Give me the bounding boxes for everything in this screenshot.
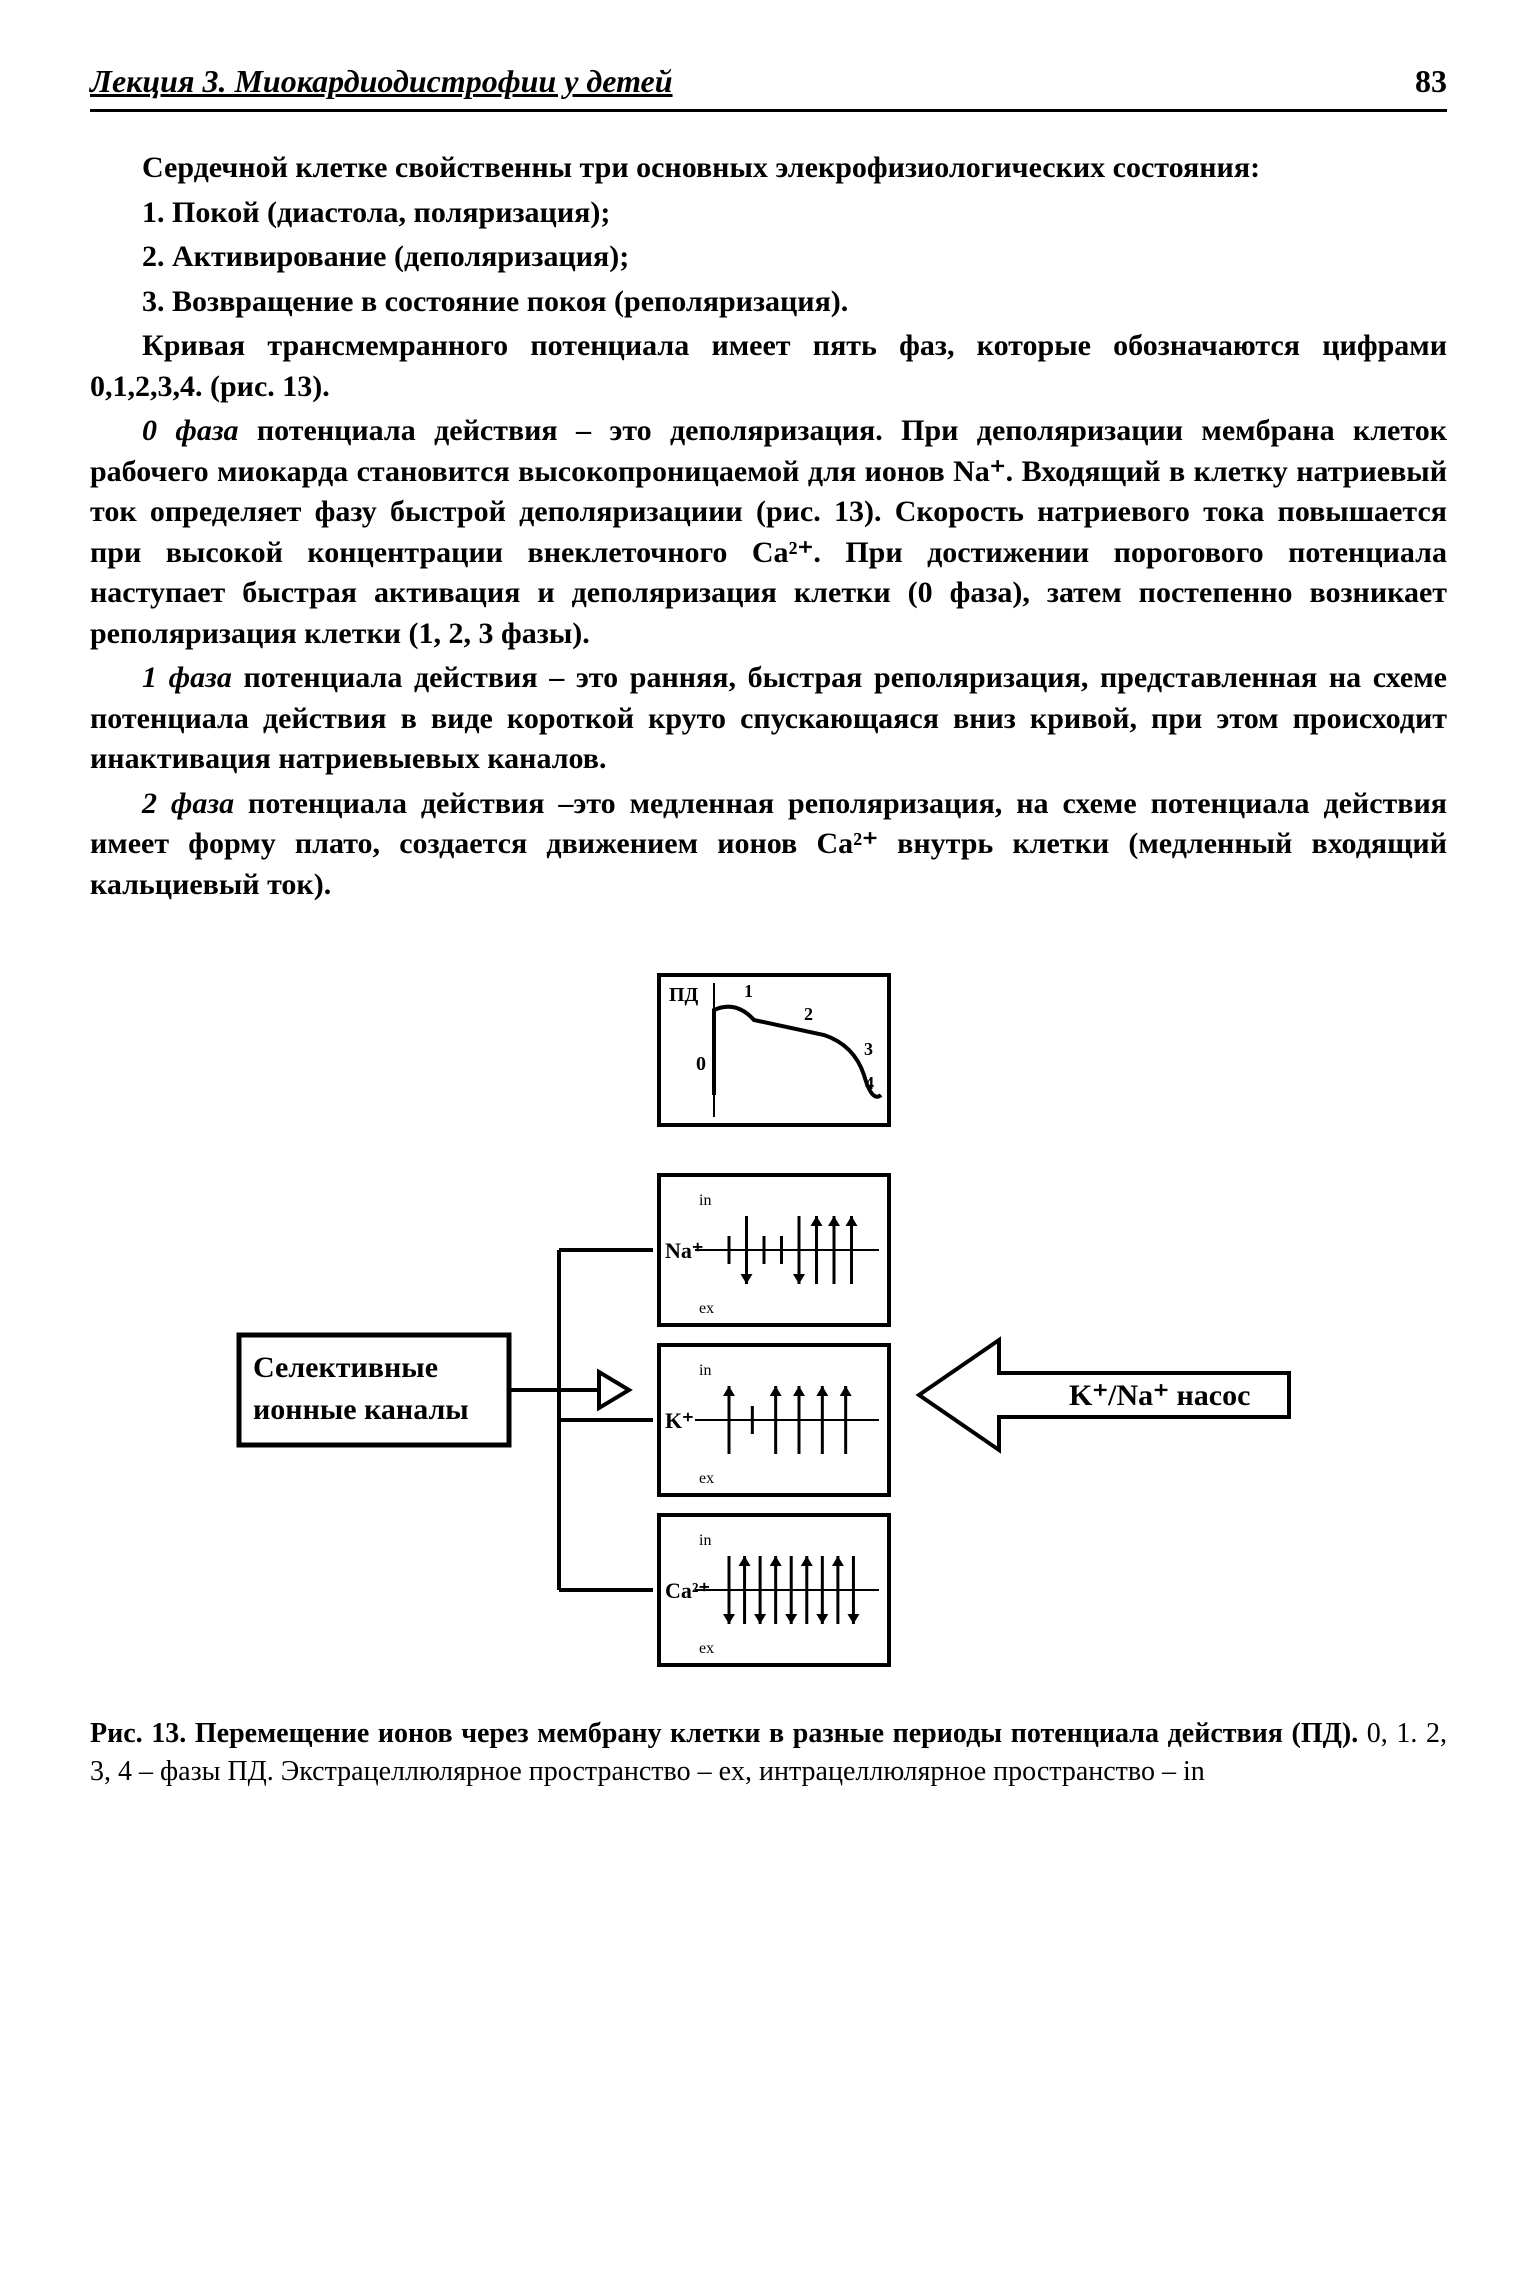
phase2-rest: потенциала действия –это медленная репол…	[90, 787, 1447, 901]
svg-text:ex: ex	[699, 1300, 714, 1317]
figure-13: Селективные ионные каналы K⁺/Na⁺ насос ПД 0 1…	[90, 955, 1447, 1675]
phase0-paragraph: 0 фаза потенциала действия – это деполяр…	[90, 411, 1447, 654]
phase1-paragraph: 1 фаза потенциала действия – это ранняя,…	[90, 658, 1447, 780]
svg-text:K⁺: K⁺	[665, 1408, 694, 1433]
svg-text:1: 1	[744, 981, 753, 1001]
phase0-lead: 0 фаза	[142, 414, 239, 447]
svg-text:in: in	[699, 1192, 711, 1209]
svg-text:2: 2	[804, 1004, 813, 1024]
svg-text:ex: ex	[699, 1470, 714, 1487]
svg-text:4: 4	[865, 1073, 874, 1093]
page-header: Лекция 3. Миокардиодистрофии у детей 83	[90, 60, 1447, 112]
figure-13-svg: Селективные ионные каналы K⁺/Na⁺ насос ПД 0 1…	[219, 955, 1319, 1675]
running-head: Лекция 3. Миокардиодистрофии у детей	[90, 60, 673, 103]
svg-text:Селективные: Селективные	[253, 1351, 438, 1384]
phase2-paragraph: 2 фаза потенциала действия –это медленна…	[90, 784, 1447, 906]
phase1-rest: потенциала действия – это ранняя, быстра…	[90, 661, 1447, 775]
svg-text:ex: ex	[699, 1640, 714, 1657]
intro-paragraph: Сердечной клетке свойственны три основны…	[90, 148, 1447, 189]
svg-text:3: 3	[864, 1039, 873, 1059]
svg-text:in: in	[699, 1362, 711, 1379]
svg-text:0: 0	[696, 1053, 706, 1075]
page-number: 83	[1415, 60, 1447, 103]
list-item-1: 1. Покой (диастола, поляризация);	[90, 193, 1447, 234]
figure-13-caption: Рис. 13. Перемещение ионов через мембран…	[90, 1715, 1447, 1791]
phase2-lead: 2 фаза	[142, 787, 234, 820]
caption-lead: Рис. 13. Перемещение ионов через мембран…	[90, 1718, 1358, 1749]
svg-text:ПД: ПД	[669, 984, 699, 1006]
svg-text:in: in	[699, 1532, 711, 1549]
page: Лекция 3. Миокардиодистрофии у детей 83 …	[0, 0, 1537, 2285]
list-item-2: 2. Активирование (деполяризация);	[90, 237, 1447, 278]
curve-paragraph: Кривая трансмемранного потенциала имеет …	[90, 326, 1447, 407]
phase1-lead: 1 фаза	[142, 661, 232, 694]
body-text: Сердечной клетке свойственны три основны…	[90, 148, 1447, 905]
phase0-rest: потенциала действия – это деполяризация.…	[90, 414, 1447, 650]
svg-text:ионные каналы: ионные каналы	[253, 1393, 469, 1426]
svg-text:K⁺/Na⁺ насос: K⁺/Na⁺ насос	[1069, 1379, 1250, 1412]
list-item-3: 3. Возвращение в состояние покоя (реполя…	[90, 282, 1447, 323]
